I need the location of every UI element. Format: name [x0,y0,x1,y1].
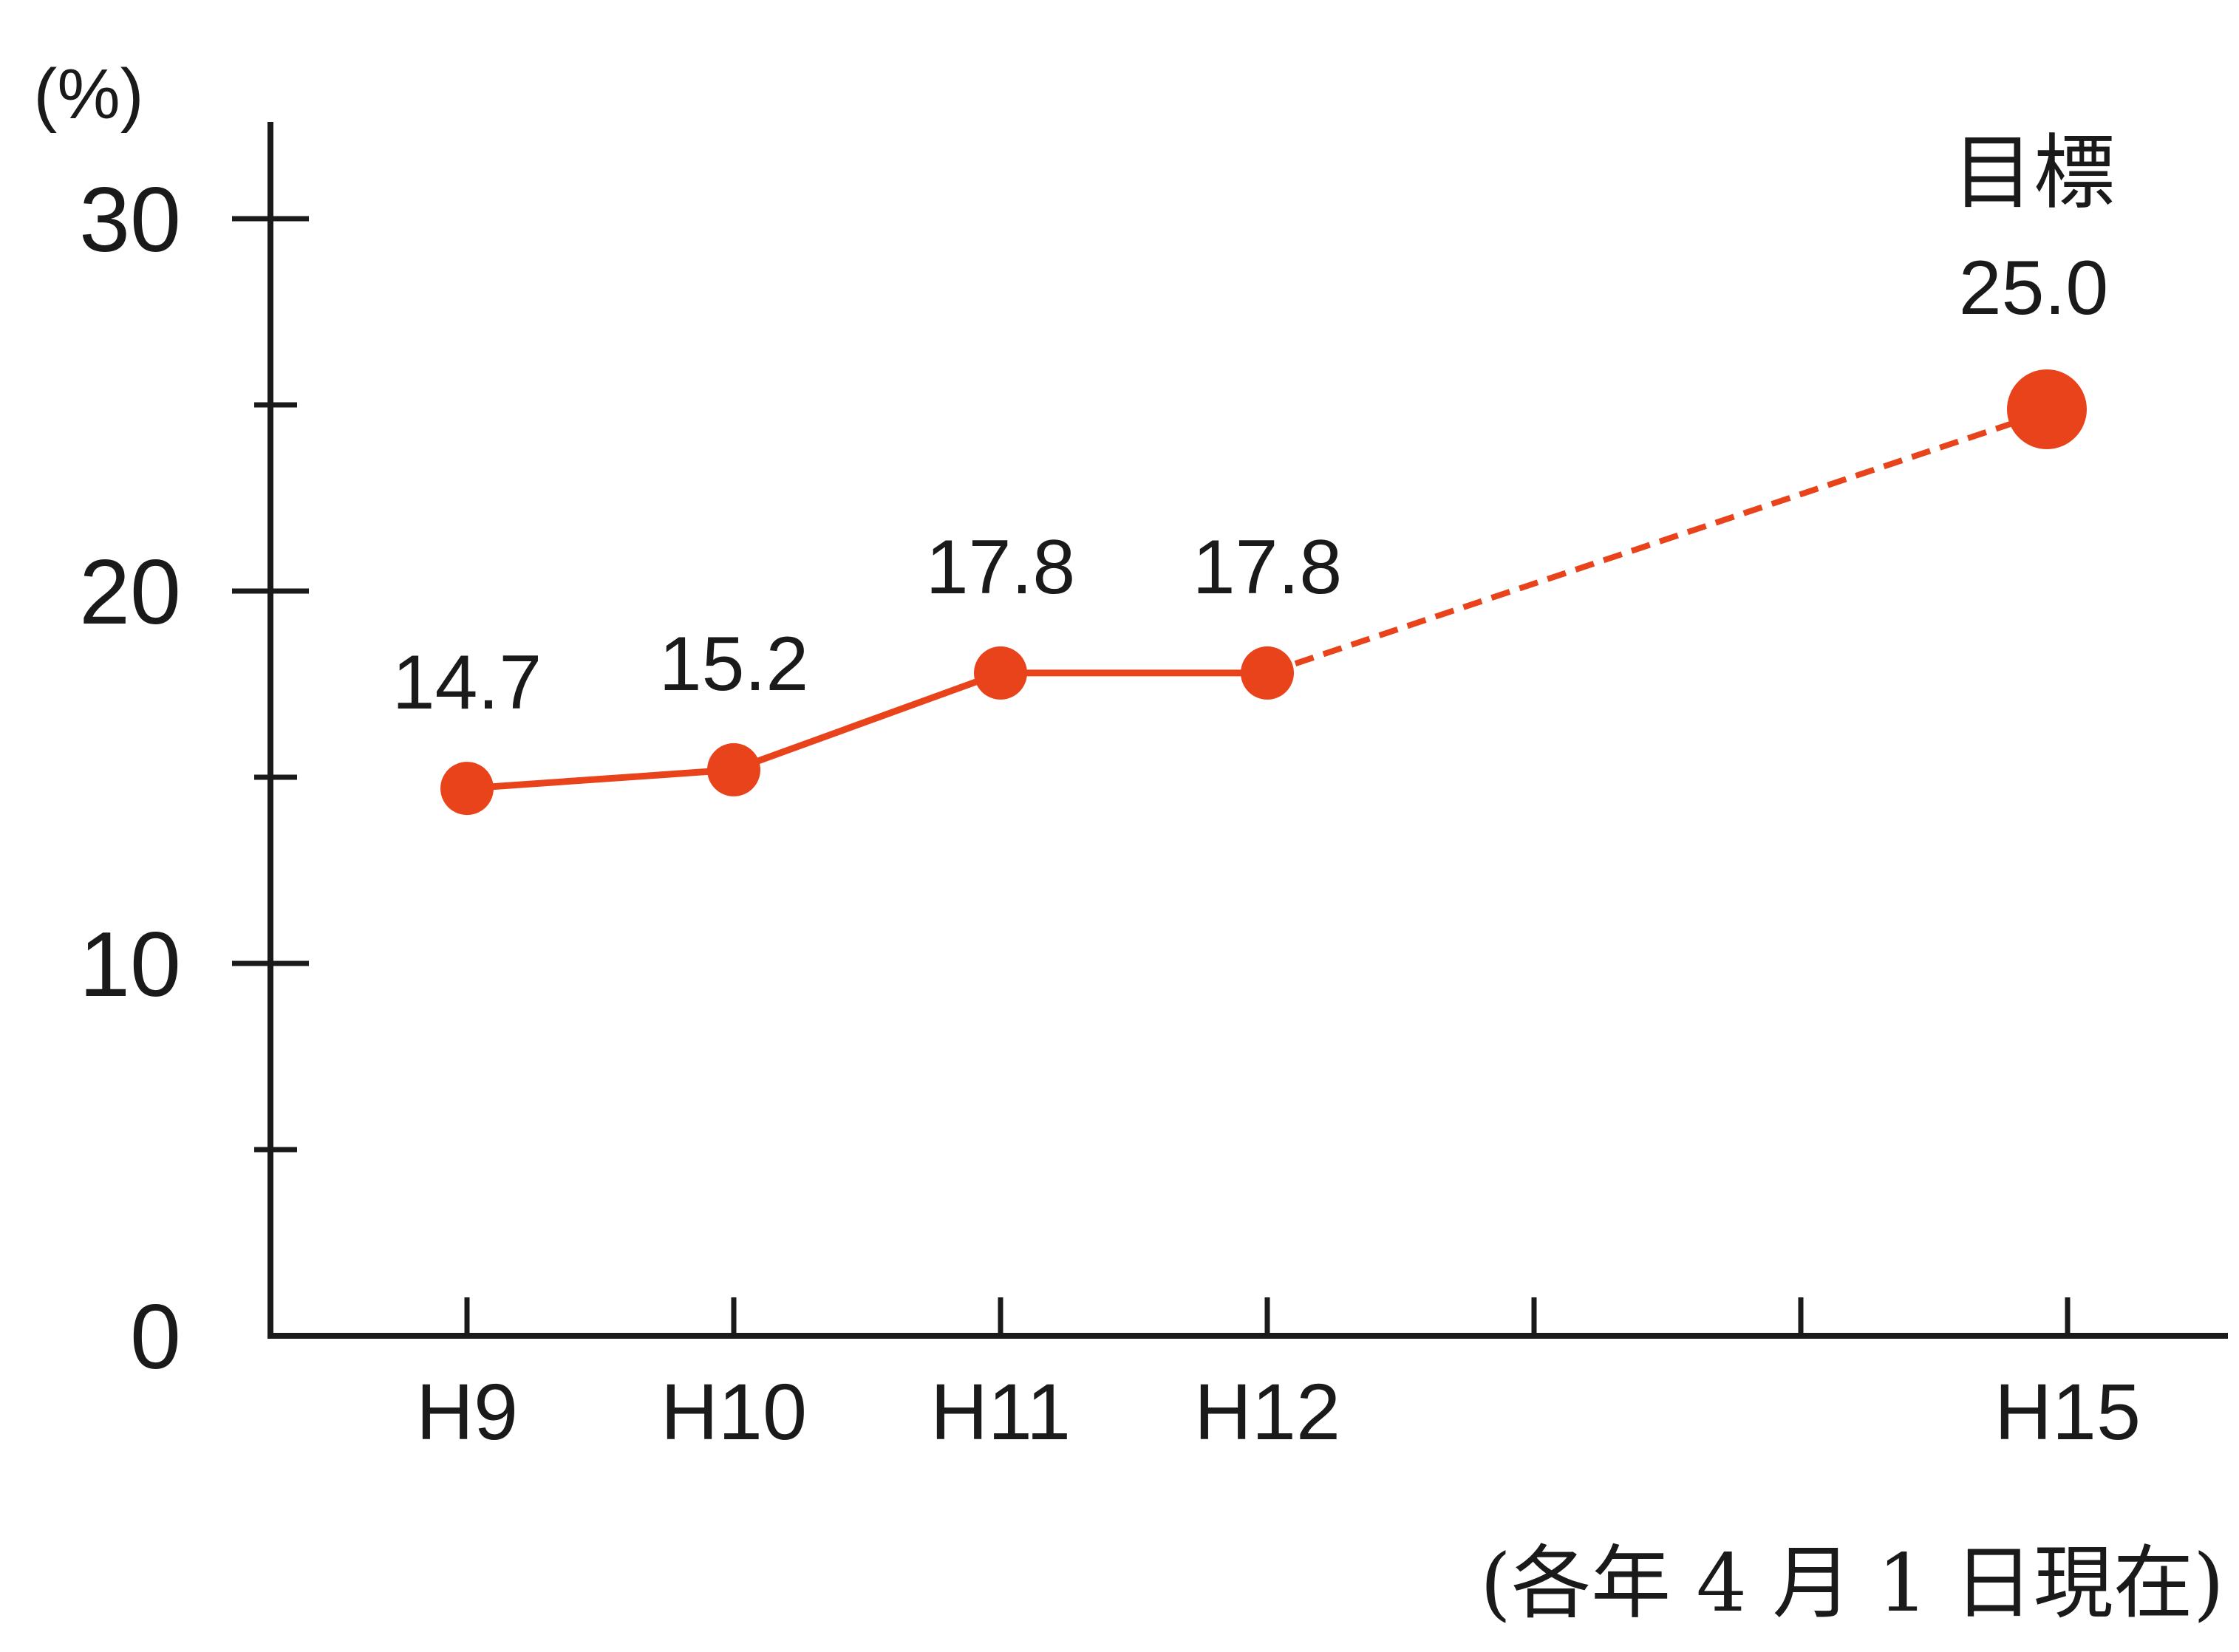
data-point [707,743,760,796]
data-value-label: 17.8 [926,525,1075,610]
actual-line [466,669,1267,792]
x-axis-ticks: H9 H10 H11 H12 H15 [416,1297,2141,1456]
data-point [440,762,494,816]
data-value-label: 14.7 [392,640,542,726]
y-axis-ticks: 0 10 20 30 [79,169,309,1388]
series-points [440,369,2087,816]
data-value-label: 17.8 [1193,525,1342,610]
target-point [2007,369,2087,449]
y-tick-label: 30 [79,169,181,271]
x-tick-label: H15 [1994,1367,2141,1456]
series-lines [466,402,2069,792]
y-tick-label: 0 [130,1286,181,1388]
projection-line [1266,402,2069,676]
date-note: (各年 4 月 1 日現在) [1480,1537,2224,1630]
target-value-label: 25.0 [1959,245,2108,331]
data-labels: 14.7 15.2 17.8 17.8 [392,525,1342,726]
data-point [974,646,1027,700]
target-caption: 目標 [1952,126,2115,220]
y-axis-unit: (%) [33,55,143,134]
x-tick-label: H10 [661,1367,807,1456]
x-tick-label: H9 [416,1367,518,1456]
data-value-label: 15.2 [659,621,808,707]
x-tick-label: H12 [1194,1367,1340,1456]
axes [267,122,2228,1339]
data-point [1241,646,1294,700]
y-tick-label: 10 [79,914,181,1016]
x-tick-label: H11 [930,1367,1071,1456]
y-tick-label: 20 [79,542,181,644]
